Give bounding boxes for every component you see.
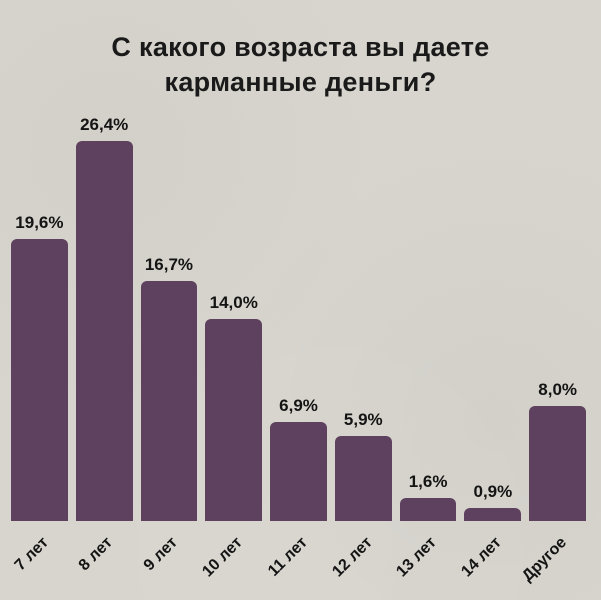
bar-value-label: 6,9%	[279, 396, 318, 415]
x-axis-label: 10 лет	[199, 534, 246, 581]
x-axis-label: 8 лет	[76, 534, 117, 575]
bar-column: 8,0% Другое	[519, 380, 587, 585]
bar-column: 1,6% 13 лет	[394, 472, 457, 580]
bar	[140, 281, 198, 521]
bar	[205, 319, 263, 521]
bar	[11, 239, 68, 521]
x-axis-label: 13 лет	[393, 534, 441, 581]
bar-column: 26,4% 8 лет	[75, 115, 133, 574]
bar-column: 16,7% 9 лет	[140, 255, 198, 574]
bar-value-label: 26,4%	[80, 115, 129, 134]
x-axis-label: 9 лет	[140, 534, 181, 575]
bar-column: 0,9% 14 лет	[458, 482, 522, 580]
bar-value-label: 16,7%	[144, 255, 194, 274]
x-axis-label: 12 лет	[328, 534, 376, 581]
x-axis-label: 7 лет	[11, 534, 52, 575]
x-axis-label: 11 лет	[264, 534, 311, 580]
bar	[270, 422, 327, 521]
bar-value-label: 8,0%	[538, 380, 578, 399]
bar	[464, 508, 522, 521]
bar-value-label: 0,9%	[473, 482, 513, 501]
bar	[399, 498, 457, 521]
bar-value-label: 19,6%	[15, 213, 64, 232]
x-axis-label: 14 лет	[458, 534, 505, 581]
bar-chart: 19,6% 7 лет 26,4% 8 лет 16,7% 9 лет 14,0% 10 ле…	[11, 115, 587, 585]
bar	[529, 406, 587, 521]
bar	[334, 436, 392, 521]
bar-value-label: 14,0%	[209, 293, 258, 312]
bar-column: 5,9% 12 лет	[329, 410, 392, 580]
bar-column: 14,0% 10 лет	[199, 293, 263, 580]
bar	[75, 141, 133, 521]
x-axis-label: Другое	[518, 534, 570, 585]
bar-column: 6,9% 11 лет	[265, 396, 327, 580]
bar-value-label: 5,9%	[343, 410, 383, 429]
bar-column: 19,6% 7 лет	[11, 213, 68, 574]
bar-value-label: 1,6%	[408, 472, 448, 491]
chart-title: С какого возраста вы даете карманные ден…	[111, 32, 490, 97]
